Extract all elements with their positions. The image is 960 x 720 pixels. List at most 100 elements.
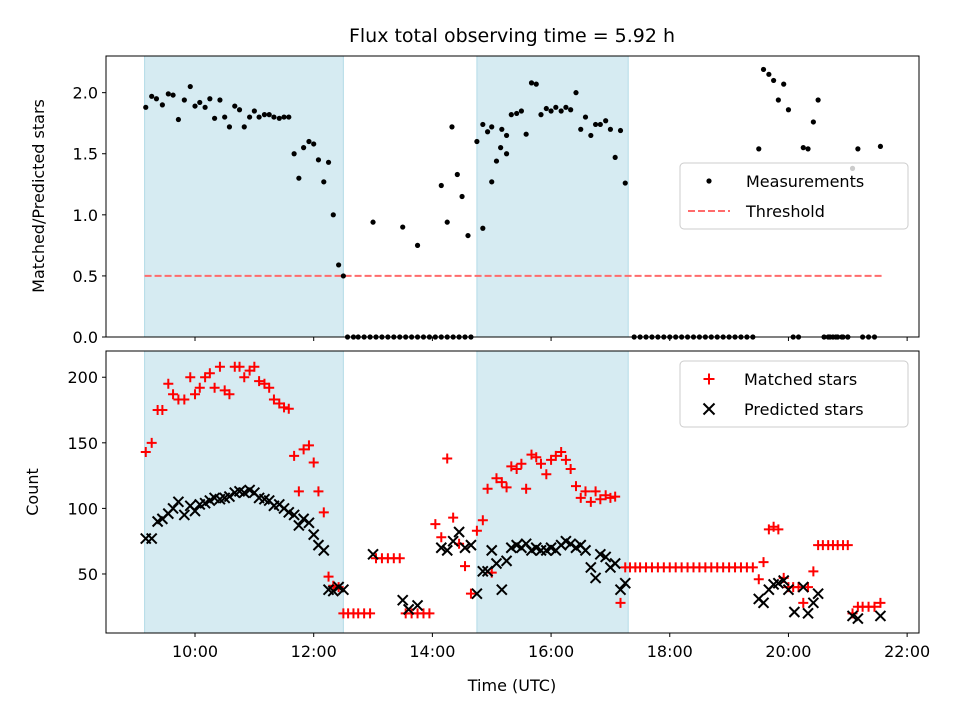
matched-star-point <box>590 486 601 497</box>
measurement-point <box>543 105 549 112</box>
x-tick-label: 10:00 <box>172 642 218 661</box>
measurement-point <box>617 127 624 134</box>
top-y-tick-label: 0.0 <box>73 328 98 347</box>
predicted-star-point <box>145 532 158 545</box>
measurement-point <box>232 103 238 109</box>
measurement-point <box>612 154 618 161</box>
legend-measurements-marker <box>706 178 712 184</box>
data-marks <box>140 66 887 625</box>
measurement-point <box>568 107 574 113</box>
measurement-point <box>315 157 322 163</box>
matched-star-point <box>506 461 517 472</box>
bottom-y-tick-label: 100 <box>67 499 98 518</box>
x-tick-label: 14:00 <box>409 642 455 661</box>
matched-star-point <box>511 464 522 475</box>
matched-star-point <box>268 394 279 405</box>
legend-threshold-label: Threshold <box>745 202 825 221</box>
measurement-point <box>756 146 762 152</box>
measurement-point <box>465 232 471 239</box>
measurement-point <box>503 151 510 157</box>
measurement-point <box>197 99 203 106</box>
predicted-star-point <box>307 528 320 541</box>
matched-star-point <box>365 608 376 619</box>
predicted-star-point <box>411 599 424 612</box>
measurement-point <box>493 158 500 164</box>
measurement-point <box>484 129 491 135</box>
matched-star-point <box>460 561 471 572</box>
measurement-point <box>251 108 257 114</box>
predicted-star-point <box>757 597 770 609</box>
measurement-point <box>296 175 302 181</box>
predicted-star-point <box>288 509 300 521</box>
matched-star-point <box>303 440 314 451</box>
axes-ticks: 10:00 12:00 14:00 16:00 18:00 20:00 22:00 0.0 0.… <box>67 84 930 661</box>
measurement-point <box>800 145 806 151</box>
measurement-point <box>480 121 486 128</box>
legend-predicted-marker <box>702 402 716 416</box>
matched-star-point <box>163 378 174 389</box>
bottom-y-tick-label: 150 <box>67 434 98 453</box>
matched-star-point <box>570 481 581 492</box>
measurement-point <box>202 104 208 110</box>
matched-star-point <box>394 553 405 564</box>
measurement-point <box>607 126 614 132</box>
matched-star-point <box>448 512 459 523</box>
matched-star-point <box>442 453 453 464</box>
measurement-point <box>775 97 781 103</box>
measurement-point <box>760 66 767 73</box>
x-tick-label: 16:00 <box>528 642 574 661</box>
predicted-star-point <box>777 574 790 587</box>
predicted-star-point <box>599 551 612 563</box>
measurement-point <box>271 114 277 120</box>
predicted-star-point <box>852 612 864 625</box>
matched-star-point <box>194 382 205 393</box>
measurement-point <box>241 124 247 130</box>
matched-star-point <box>556 446 567 457</box>
measurement-point <box>175 116 181 123</box>
predicted-star-point <box>178 509 191 521</box>
matched-star-point <box>293 486 304 497</box>
measurement-point <box>336 262 342 268</box>
predicted-star-point <box>402 603 415 616</box>
matched-star-point <box>190 389 201 400</box>
top-axes-frame <box>105 55 920 338</box>
measurement-point <box>499 126 505 132</box>
predicted-star-point <box>589 572 602 584</box>
matched-star-point <box>279 402 290 413</box>
measurement-point <box>143 104 149 110</box>
top-y-tick-label: 0.5 <box>73 267 98 286</box>
matched-star-point <box>179 394 190 405</box>
matched-star-point <box>157 405 168 416</box>
measurement-point <box>444 219 450 225</box>
measurement-point <box>503 132 510 139</box>
legend-predicted-label: Predicted stars <box>744 400 864 419</box>
matched-star-point <box>168 389 179 400</box>
measurement-point <box>459 193 465 200</box>
measurement-point <box>523 131 529 137</box>
measurement-point <box>414 242 421 248</box>
matched-star-point <box>565 464 576 475</box>
predicted-star-point <box>293 519 305 532</box>
measurement-point <box>159 102 165 108</box>
measurement-point <box>226 124 233 130</box>
measurement-point <box>508 112 514 118</box>
measurement-point <box>553 104 559 110</box>
measurement-point <box>187 83 193 90</box>
measurement-point <box>247 114 253 120</box>
measurement-point <box>170 92 176 98</box>
measurement-point <box>622 180 628 186</box>
matched-star-point <box>140 446 151 457</box>
predicted-star-point <box>490 557 503 570</box>
predicted-star-point <box>614 584 627 596</box>
measurement-point <box>192 103 198 109</box>
predicted-star-point <box>496 584 508 596</box>
matched-star-point <box>308 457 319 468</box>
matched-star-point <box>496 477 507 488</box>
measurement-point <box>438 182 444 189</box>
top-y-axis-label: Matched/Predicted stars <box>29 99 48 293</box>
predicted-star-point <box>500 555 513 567</box>
predicted-star-point <box>874 610 887 622</box>
measurement-point <box>321 179 327 185</box>
predicted-star-point <box>477 565 489 578</box>
predicted-star-point <box>619 577 631 589</box>
